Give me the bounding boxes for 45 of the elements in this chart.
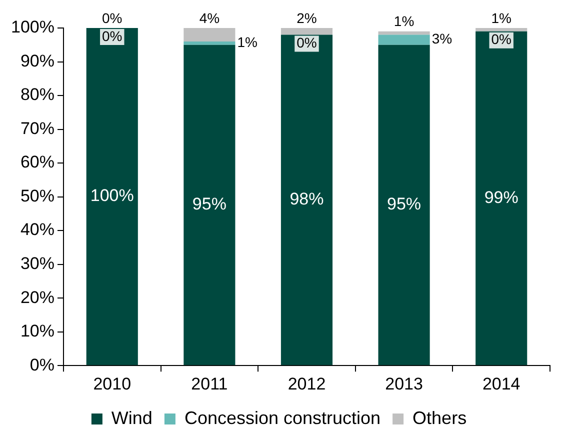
bar — [184, 28, 236, 42]
y-tick-label: 20% — [20, 288, 54, 307]
bar — [378, 34, 430, 45]
y-tick-label: 0% — [30, 355, 54, 374]
data-label: 1% — [491, 10, 512, 26]
data-label: 2% — [296, 10, 317, 26]
data-label: 99% — [484, 188, 518, 207]
data-label: 0% — [102, 28, 122, 44]
data-label: 98% — [290, 190, 324, 209]
bar — [378, 31, 430, 35]
legend-label: Others — [412, 408, 467, 428]
bar — [476, 28, 528, 32]
y-tick-label: 70% — [20, 118, 54, 138]
y-tick-label: 50% — [20, 186, 54, 206]
bar — [184, 42, 236, 45]
data-label: 100% — [90, 186, 134, 206]
y-tick-label: 80% — [20, 85, 54, 104]
data-label: 1% — [237, 34, 258, 50]
legend-label: Concession construction — [184, 408, 381, 428]
y-tick-label: 40% — [20, 220, 54, 240]
data-label: 0% — [102, 10, 122, 26]
y-tick-label: 30% — [20, 254, 54, 274]
data-label: 3% — [432, 30, 452, 47]
bar — [280, 34, 333, 366]
y-tick-label: 90% — [20, 51, 54, 70]
bar — [476, 31, 528, 366]
bar — [86, 28, 138, 366]
data-label: 95% — [192, 194, 226, 214]
x-tick-label: 2010 — [93, 374, 132, 394]
x-tick-label: 2014 — [482, 374, 520, 394]
y-tick-label: 10% — [20, 322, 54, 341]
data-label: 0% — [491, 31, 512, 48]
bar — [184, 44, 236, 366]
data-label: 95% — [387, 194, 422, 214]
data-label: 0% — [296, 34, 317, 51]
data-label: 4% — [199, 10, 220, 26]
x-tick-label: 2011 — [191, 374, 228, 394]
x-tick-label: 2013 — [385, 374, 423, 394]
bar — [378, 44, 430, 366]
data-label: 1% — [394, 13, 414, 30]
y-tick-label: 100% — [10, 18, 54, 37]
bar — [280, 28, 333, 35]
legend-label: Wind — [111, 408, 152, 428]
x-tick-label: 2012 — [288, 374, 326, 394]
y-tick-label: 60% — [20, 152, 54, 172]
